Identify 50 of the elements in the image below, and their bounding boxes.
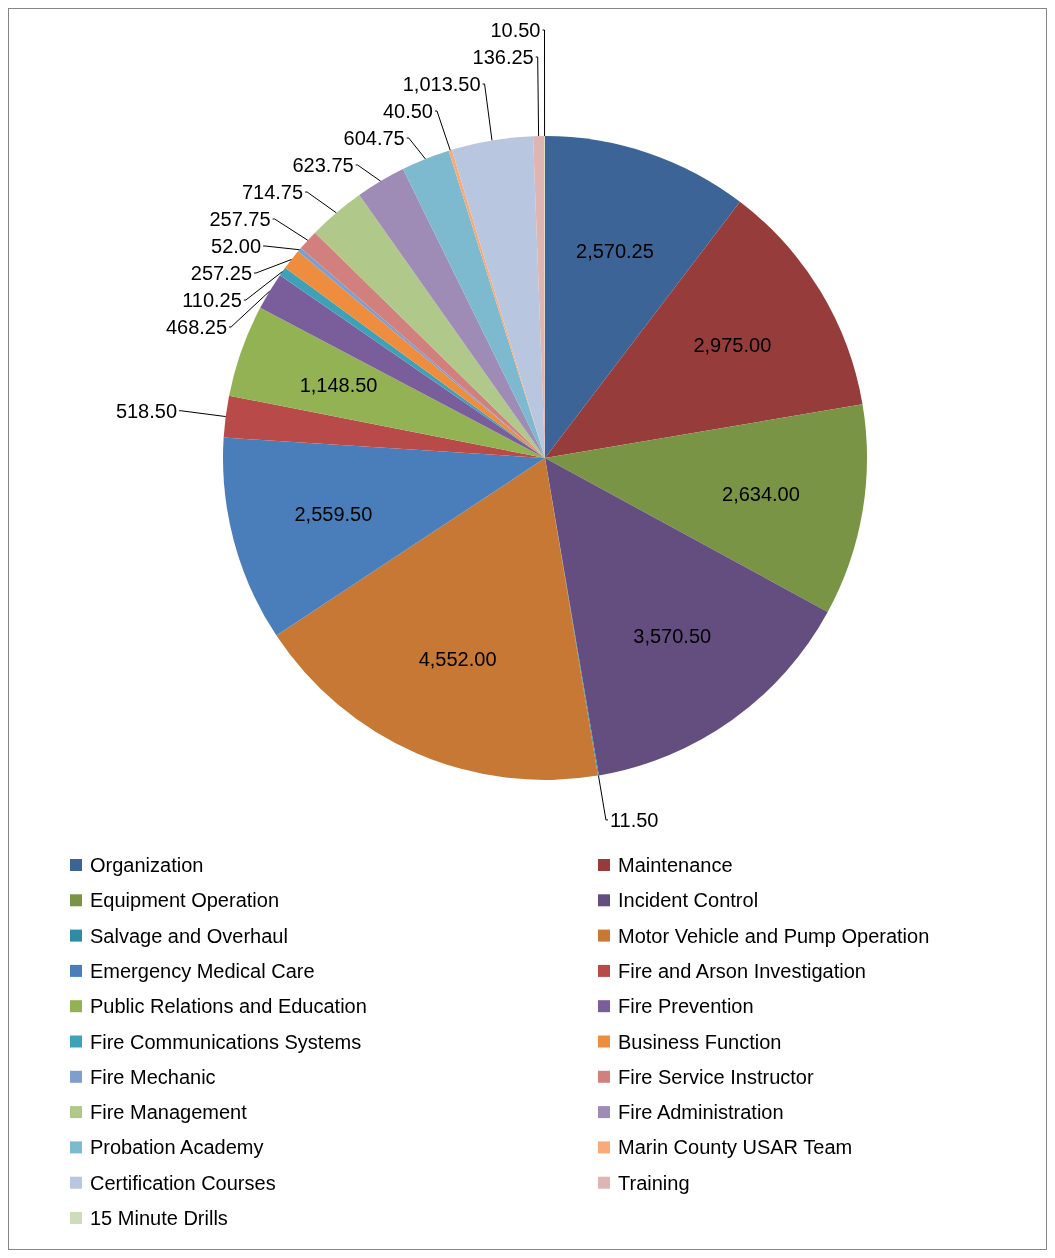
data-label: 10.50 bbox=[490, 19, 541, 41]
data-label: 2,570.25 bbox=[576, 239, 654, 262]
legend-label: Incident Control bbox=[618, 889, 759, 912]
legend-label: Maintenance bbox=[618, 854, 733, 876]
legend-label: Training bbox=[618, 1171, 690, 1194]
data-label: 2,559.50 bbox=[294, 503, 373, 526]
legend-label: Business Function bbox=[618, 1030, 782, 1053]
legend-label: Fire Service Instructor bbox=[618, 1065, 814, 1088]
legend-label: Fire Mechanic bbox=[90, 1065, 216, 1088]
data-label: 604.75 bbox=[343, 127, 405, 149]
pie-slice bbox=[545, 201, 863, 458]
legend-label: Emergency Medical Care bbox=[90, 959, 315, 982]
pie-slice bbox=[545, 404, 867, 613]
data-label: 257.25 bbox=[190, 262, 253, 284]
legend-label: Fire Communications Systems bbox=[90, 1030, 362, 1053]
legend-label: Certification Courses bbox=[90, 1171, 276, 1194]
legend-label: Equipment Operation bbox=[90, 889, 280, 912]
data-label: 4,552.00 bbox=[418, 647, 497, 670]
legend-label: Fire and Arson Investigation bbox=[618, 959, 866, 982]
data-label: 257.75 bbox=[209, 208, 271, 230]
legend-label: Fire Administration bbox=[618, 1101, 784, 1124]
pie-slice bbox=[276, 458, 598, 780]
legend-label: Marin County USAR Team bbox=[618, 1136, 853, 1159]
data-label: 3,570.50 bbox=[633, 625, 712, 648]
legend-label: Motor Vehicle and Pump Operation bbox=[618, 924, 930, 947]
data-label: 52.00 bbox=[211, 235, 262, 257]
pie-slice bbox=[223, 437, 545, 636]
legend-label: Fire Prevention bbox=[618, 995, 754, 1018]
pie-slice bbox=[229, 307, 545, 458]
data-label: 110.25 bbox=[182, 289, 242, 311]
data-label: 11.50 bbox=[609, 808, 659, 831]
data-label: 40.50 bbox=[382, 100, 433, 122]
legend-label: Fire Management bbox=[90, 1101, 248, 1124]
data-label: 518.50 bbox=[115, 399, 178, 422]
data-label: 1,148.50 bbox=[299, 373, 378, 396]
legend-label: Organization bbox=[90, 854, 204, 876]
data-label: 2,634.00 bbox=[722, 483, 800, 506]
legend-label: 15 Minute Drills bbox=[90, 1207, 228, 1229]
data-label: 714.75 bbox=[241, 181, 304, 203]
data-label: 468.25 bbox=[165, 316, 228, 338]
legend-label: Probation Academy bbox=[90, 1136, 264, 1159]
data-label: 623.75 bbox=[292, 154, 354, 176]
legend-label: Public Relations and Education bbox=[90, 995, 367, 1018]
data-label: 1,013.50 bbox=[402, 73, 481, 95]
data-label: 136.25 bbox=[472, 46, 534, 68]
pie-slice bbox=[223, 395, 545, 458]
pie-slice bbox=[545, 458, 828, 776]
legend-label: Salvage and Overhaul bbox=[90, 924, 288, 947]
pie-slice bbox=[402, 150, 545, 458]
data-label: 2,975.00 bbox=[693, 333, 772, 356]
